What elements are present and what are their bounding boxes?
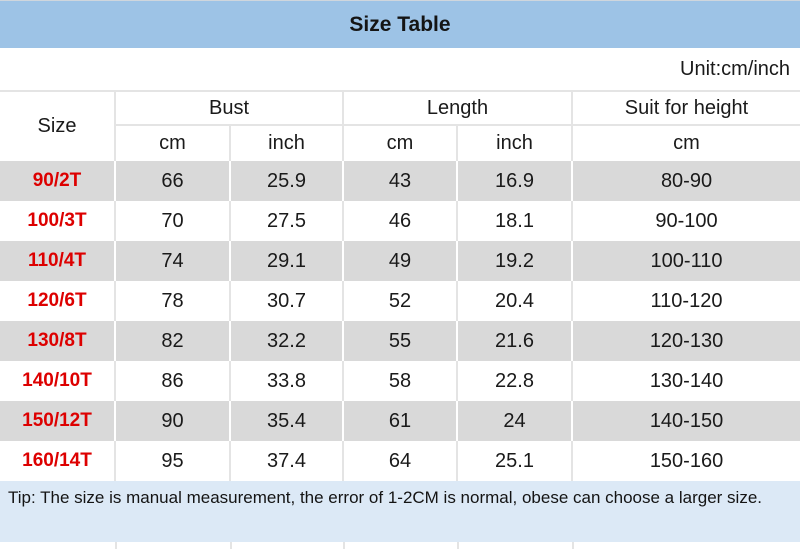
value-cell: 74: [114, 241, 230, 281]
value-cell: 20.4: [456, 281, 572, 321]
column-header-bust-inch: inch: [229, 125, 343, 161]
value-cell: 110-120: [570, 281, 800, 321]
table-row: 90/2T 66 25.9 43 16.9 80-90: [0, 161, 800, 201]
strip-cell: [115, 542, 230, 549]
value-cell: 80-90: [570, 161, 800, 201]
table-row: 100/3T 70 27.5 46 18.1 90-100: [0, 201, 800, 241]
size-table-body: 90/2T 66 25.9 43 16.9 80-90 100/3T 70 27.5 46 18.1…: [0, 161, 800, 481]
value-cell: 19.2: [456, 241, 572, 281]
size-label-cell: 100/3T: [0, 201, 115, 241]
value-cell: 66: [114, 161, 230, 201]
value-cell: 33.8: [229, 361, 343, 401]
column-header-length-cm: cm: [342, 125, 457, 161]
value-cell: 52: [342, 281, 457, 321]
strip-cell: [343, 542, 457, 549]
strip-cell: [230, 542, 343, 549]
value-cell: 61: [342, 401, 457, 441]
value-cell: 130-140: [570, 361, 800, 401]
column-header-length: Length: [342, 91, 572, 126]
table-row: 130/8T 82 32.2 55 21.6 120-130: [0, 321, 800, 361]
tip-note: Tip: The size is manual measurement, the…: [0, 481, 800, 542]
value-cell: 27.5: [229, 201, 343, 241]
value-cell: 82: [114, 321, 230, 361]
strip-cell: [572, 542, 800, 549]
column-header-length-inch: inch: [456, 125, 572, 161]
value-cell: 49: [342, 241, 457, 281]
value-cell: 24: [456, 401, 572, 441]
table-row: 110/4T 74 29.1 49 19.2 100-110: [0, 241, 800, 281]
size-label-cell: 110/4T: [0, 241, 115, 281]
value-cell: 22.8: [456, 361, 572, 401]
value-cell: 64: [342, 441, 457, 481]
header-row-units: cm inch cm inch cm: [0, 125, 800, 161]
column-header-bust-cm: cm: [114, 125, 230, 161]
value-cell: 95: [114, 441, 230, 481]
size-label-cell: 160/14T: [0, 441, 115, 481]
value-cell: 86: [114, 361, 230, 401]
value-cell: 55: [342, 321, 457, 361]
header-row-groups: Size Bust Length Suit for height: [0, 91, 800, 137]
value-cell: 78: [114, 281, 230, 321]
size-label-cell: 120/6T: [0, 281, 115, 321]
value-cell: 35.4: [229, 401, 343, 441]
value-cell: 29.1: [229, 241, 343, 281]
value-cell: 70: [114, 201, 230, 241]
unit-row: Unit:cm/inch: [0, 48, 800, 92]
value-cell: 46: [342, 201, 457, 241]
value-cell: 25.9: [229, 161, 343, 201]
size-label-cell: 140/10T: [0, 361, 115, 401]
value-cell: 58: [342, 361, 457, 401]
value-cell: 90-100: [570, 201, 800, 241]
strip-cell: [0, 542, 115, 549]
size-label-cell: 150/12T: [0, 401, 115, 441]
value-cell: 18.1: [456, 201, 572, 241]
bottom-grid-strip: [0, 542, 800, 549]
page-title: Size Table: [0, 1, 800, 48]
value-cell: 90: [114, 401, 230, 441]
value-cell: 21.6: [456, 321, 572, 361]
column-header-suit-for-height: Suit for height: [570, 91, 800, 126]
value-cell: 25.1: [456, 441, 572, 481]
value-cell: 16.9: [456, 161, 572, 201]
value-cell: 32.2: [229, 321, 343, 361]
table-row: 150/12T 90 35.4 61 24 140-150: [0, 401, 800, 441]
table-row: 140/10T 86 33.8 58 22.8 130-140: [0, 361, 800, 401]
value-cell: 37.4: [229, 441, 343, 481]
unit-note: Unit:cm/inch: [0, 48, 800, 92]
strip-cell: [457, 542, 572, 549]
column-header-height-cm: cm: [570, 125, 800, 161]
value-cell: 100-110: [570, 241, 800, 281]
column-header-bust: Bust: [114, 91, 343, 126]
size-label-cell: 130/8T: [0, 321, 115, 361]
value-cell: 150-160: [570, 441, 800, 481]
table-row: 160/14T 95 37.4 64 25.1 150-160: [0, 441, 800, 481]
size-table: Unit:cm/inch Size Bust Length Suit for h…: [0, 48, 800, 481]
value-cell: 140-150: [570, 401, 800, 441]
size-label-cell: 90/2T: [0, 161, 115, 201]
column-header-size: Size: [37, 115, 77, 137]
value-cell: 30.7: [229, 281, 343, 321]
value-cell: 120-130: [570, 321, 800, 361]
value-cell: 43: [342, 161, 457, 201]
table-row: 120/6T 78 30.7 52 20.4 110-120: [0, 281, 800, 321]
